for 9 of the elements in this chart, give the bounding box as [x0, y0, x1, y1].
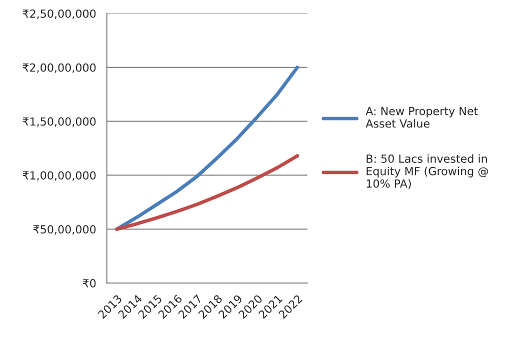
- legend-label: A: New Property Net Asset Value: [366, 106, 478, 128]
- y-tick-label: ₹2,50,00,000: [22, 9, 96, 19]
- y-tick-label: ₹0: [82, 279, 96, 288]
- line-series: [115, 154, 300, 231]
- y-tick-label: ₹1,00,00,000: [22, 171, 96, 181]
- y-tick-label: ₹2,00,00,000: [22, 63, 96, 73]
- y-tick-label: ₹1,50,00,000: [22, 117, 96, 127]
- y-tick-label: ₹50,00,000: [33, 225, 96, 235]
- legend-label: B: 50 Lacs invested in Equity MF (Growing @ 10% PA): [366, 154, 488, 190]
